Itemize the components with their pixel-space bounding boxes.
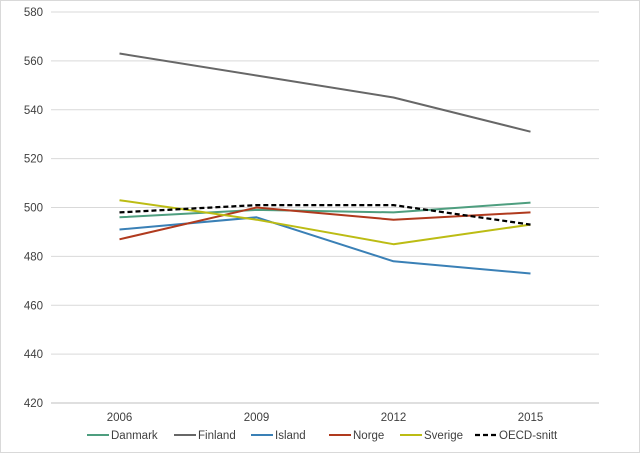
y-tick-label: 480 <box>24 251 43 263</box>
legend: Danmark Finland Island Norge Sverige OECD-sni… <box>87 430 558 442</box>
legend-label: Norge <box>353 430 384 442</box>
legend-label: OECD-snitt <box>499 430 558 442</box>
series-line-sverige <box>119 199 531 246</box>
y-tick-label: 440 <box>24 349 43 361</box>
x-axis-ticks: 2006 2009 2012 2015 <box>107 412 544 424</box>
y-tick-label: 560 <box>24 56 43 68</box>
series-line-oecd-snitt <box>119 203 531 226</box>
series-lines <box>119 52 531 275</box>
series-line-norge <box>119 206 531 241</box>
y-tick-label: 580 <box>24 7 43 19</box>
y-tick-label: 420 <box>24 398 43 410</box>
x-tick-label: 2015 <box>518 412 544 424</box>
gridlines <box>51 11 599 404</box>
legend-label: Island <box>275 430 306 442</box>
y-tick-label: 540 <box>24 105 43 117</box>
x-tick-label: 2006 <box>107 412 133 424</box>
x-tick-label: 2012 <box>381 412 407 424</box>
x-tick-label: 2009 <box>244 412 270 424</box>
y-tick-label: 520 <box>24 154 43 166</box>
legend-label: Finland <box>198 430 236 442</box>
y-axis-ticks: 420 440 460 480 500 520 540 560 580 <box>24 7 43 410</box>
y-tick-label: 500 <box>24 203 43 215</box>
legend-label: Sverige <box>424 430 463 442</box>
series-line-finland <box>119 52 531 133</box>
y-tick-label: 460 <box>24 300 43 312</box>
legend-label: Danmark <box>111 430 158 442</box>
series-line-danmark <box>119 201 531 219</box>
